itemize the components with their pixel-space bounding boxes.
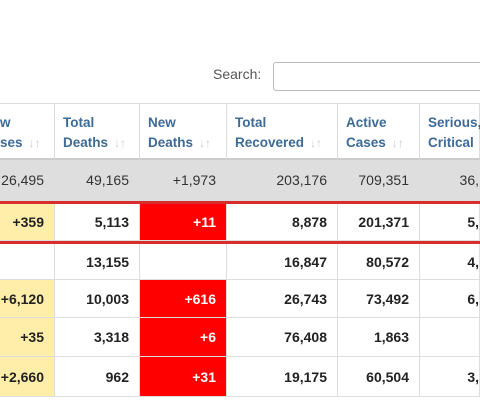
sort-icon[interactable]: ↓↑: [28, 136, 41, 150]
header-word: w: [0, 115, 11, 130]
header-word: Active: [346, 115, 387, 130]
table-cell: 80,572: [338, 244, 420, 280]
header-text: Deaths ↓↑: [148, 133, 226, 153]
table-cell: +2,660: [0, 357, 55, 397]
header-text: Recovered ↓↑: [235, 133, 337, 153]
table-cell: 201,371: [338, 204, 420, 241]
table-cell: 3,: [420, 357, 480, 397]
table-cell: 49,165: [55, 160, 140, 201]
table-cell: 1,863: [338, 318, 420, 357]
header-word: Serious,: [428, 115, 480, 130]
header-text: Active: [346, 113, 419, 133]
header-word: Critical: [428, 135, 474, 150]
header-word: Recovered: [235, 135, 305, 150]
table-cell: 26,743: [227, 280, 338, 318]
table-cell: 10,003: [55, 280, 140, 318]
header-text: Serious,: [428, 113, 480, 133]
table-cell: [140, 244, 227, 280]
table-cell: 16,847: [227, 244, 338, 280]
header-text: Total: [235, 113, 337, 133]
header-word: ses: [0, 135, 23, 150]
search-label: Search:: [213, 66, 262, 82]
table-cell: +6: [140, 318, 227, 357]
header-text: Deaths ↓↑: [63, 133, 139, 153]
sort-icon[interactable]: ↓↑: [199, 136, 212, 150]
header-word: New: [148, 115, 176, 130]
row-highlight-line: [0, 241, 480, 244]
column-header[interactable]: New Deaths ↓↑: [140, 103, 227, 160]
table-cell: +6,120: [0, 280, 55, 318]
table-cell: 962: [55, 357, 140, 397]
header-word: Total: [235, 115, 267, 130]
header-word: Cases: [346, 135, 386, 150]
table-cell: +31: [140, 357, 227, 397]
table-cell: +11: [140, 204, 227, 241]
table-cell: 8,878: [227, 204, 338, 241]
table-cell: 5,113: [55, 204, 140, 241]
table-cell: [0, 244, 55, 280]
table-cell: 26,495: [0, 160, 55, 201]
search-input[interactable]: [273, 62, 480, 91]
table-cell: [420, 318, 480, 357]
column-header[interactable]: Active Cases ↓↑: [338, 103, 420, 160]
header-text: w: [0, 113, 54, 133]
table-cell: +616: [140, 280, 227, 318]
table-cell: 5,: [420, 204, 480, 241]
header-text: Total: [63, 113, 139, 133]
table-cell: 6,: [420, 280, 480, 318]
header-word: Total: [63, 115, 95, 130]
header-word: Deaths: [148, 135, 194, 150]
table-cell: 19,175: [227, 357, 338, 397]
table-cell: 36,: [420, 160, 480, 201]
sort-icon[interactable]: ↓↑: [114, 136, 127, 150]
table-cell: +1,973: [140, 160, 227, 201]
table-cell: 13,155: [55, 244, 140, 280]
header-text: New: [148, 113, 226, 133]
table-cell: 76,408: [227, 318, 338, 357]
header-text: ses ↓↑: [0, 133, 54, 153]
column-header[interactable]: Total Deaths ↓↑: [55, 103, 140, 160]
header-word: Deaths: [63, 135, 109, 150]
column-header[interactable]: Serious, Critical: [420, 103, 480, 160]
row-highlight-line: [0, 201, 480, 204]
table-cell: 4,: [420, 244, 480, 280]
table-cell: +359: [0, 204, 55, 241]
header-text: Cases ↓↑: [346, 133, 419, 153]
table-cell: 709,351: [338, 160, 420, 201]
table-cell: 73,492: [338, 280, 420, 318]
table-cell: 203,176: [227, 160, 338, 201]
column-header[interactable]: w ses ↓↑: [0, 103, 55, 160]
sort-icon[interactable]: ↓↑: [391, 136, 404, 150]
header-text: Critical: [428, 133, 479, 153]
table-cell: 60,504: [338, 357, 420, 397]
table-cell: +35: [0, 318, 55, 357]
sort-icon[interactable]: ↓↑: [310, 136, 323, 150]
column-header[interactable]: Total Recovered ↓↑: [227, 103, 338, 160]
table-cell: 3,318: [55, 318, 140, 357]
